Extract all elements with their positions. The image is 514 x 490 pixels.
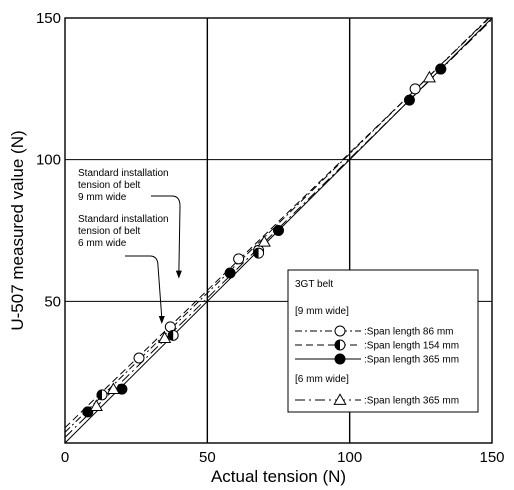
data-point: [82, 406, 94, 418]
x-tick-label: 50: [199, 449, 216, 466]
annotation-line: tension of belt: [78, 180, 140, 191]
x-tick-label: 0: [61, 449, 69, 466]
data-point: [403, 94, 415, 106]
annotation-arrowhead: [175, 270, 182, 279]
data-point: [334, 339, 346, 351]
x-tick-label: 150: [479, 449, 504, 466]
data-point: [133, 352, 145, 364]
annotation-arrow: [151, 195, 181, 273]
legend-label: :Span length 365 mm: [364, 396, 459, 407]
legend-entry: :Span length 154 mm: [295, 339, 459, 352]
legend-group-6mm: [6 mm wide]: [295, 374, 349, 385]
legend-label: :Span length 154 mm: [364, 341, 459, 352]
legend-label: :Span length 86 mm: [364, 327, 454, 338]
data-point: [158, 331, 172, 343]
plot-frame: [64, 17, 493, 444]
x-axis-title: Actual tension (N): [211, 467, 346, 486]
annotation-line: 6 mm wide: [78, 238, 127, 249]
y-tick-label: 100: [36, 152, 61, 169]
data-point: [334, 325, 346, 337]
legend-box: [287, 269, 479, 413]
legend-label: :Span length 365 mm: [364, 355, 459, 366]
data-point: [334, 353, 346, 365]
y-tick-label: 50: [44, 293, 61, 310]
y-axis-title: U-507 measured value (N): [8, 130, 27, 330]
data-point: [257, 235, 271, 247]
annotation-line: 9 mm wide: [78, 192, 127, 203]
data-point: [253, 247, 265, 259]
legend-entry: :Span length 86 mm: [295, 325, 454, 338]
data-point: [409, 83, 421, 95]
data-point: [233, 253, 245, 265]
data-point: [224, 267, 236, 279]
data-point: [89, 399, 103, 411]
y-tick-labels: 50 100 150: [36, 10, 61, 310]
data-point: [167, 329, 179, 341]
x-tick-labels: 0 50 100 150: [61, 449, 505, 466]
legend-entries: :Span length 86 mm :Span length 154 mm :Sp…: [295, 325, 459, 407]
legend-entry: :Span length 365 mm: [295, 393, 459, 407]
annotation-line: Standard installation: [78, 214, 169, 225]
legend-title: 3GT belt: [295, 279, 333, 290]
fit-line: [65, 18, 490, 433]
legend: 3GT belt [9 mm wide] [6 mm wide] :Span l…: [287, 269, 479, 413]
data-point: [106, 382, 121, 394]
data-markers: [82, 63, 447, 418]
legend-entry: :Span length 365 mm: [295, 353, 459, 366]
annotation-arrow: [125, 255, 163, 319]
x-tick-label: 100: [337, 449, 362, 466]
data-point: [422, 70, 436, 83]
data-point: [333, 393, 347, 405]
y-tick-label: 150: [36, 10, 61, 27]
annotation-line: Standard installation: [78, 168, 169, 179]
data-point: [435, 63, 447, 75]
legend-group-9mm: [9 mm wide]: [295, 306, 349, 317]
annotation-arrowhead: [158, 316, 165, 324]
data-point: [96, 389, 108, 401]
annotation-line: tension of belt: [78, 226, 140, 237]
data-point: [273, 225, 284, 236]
